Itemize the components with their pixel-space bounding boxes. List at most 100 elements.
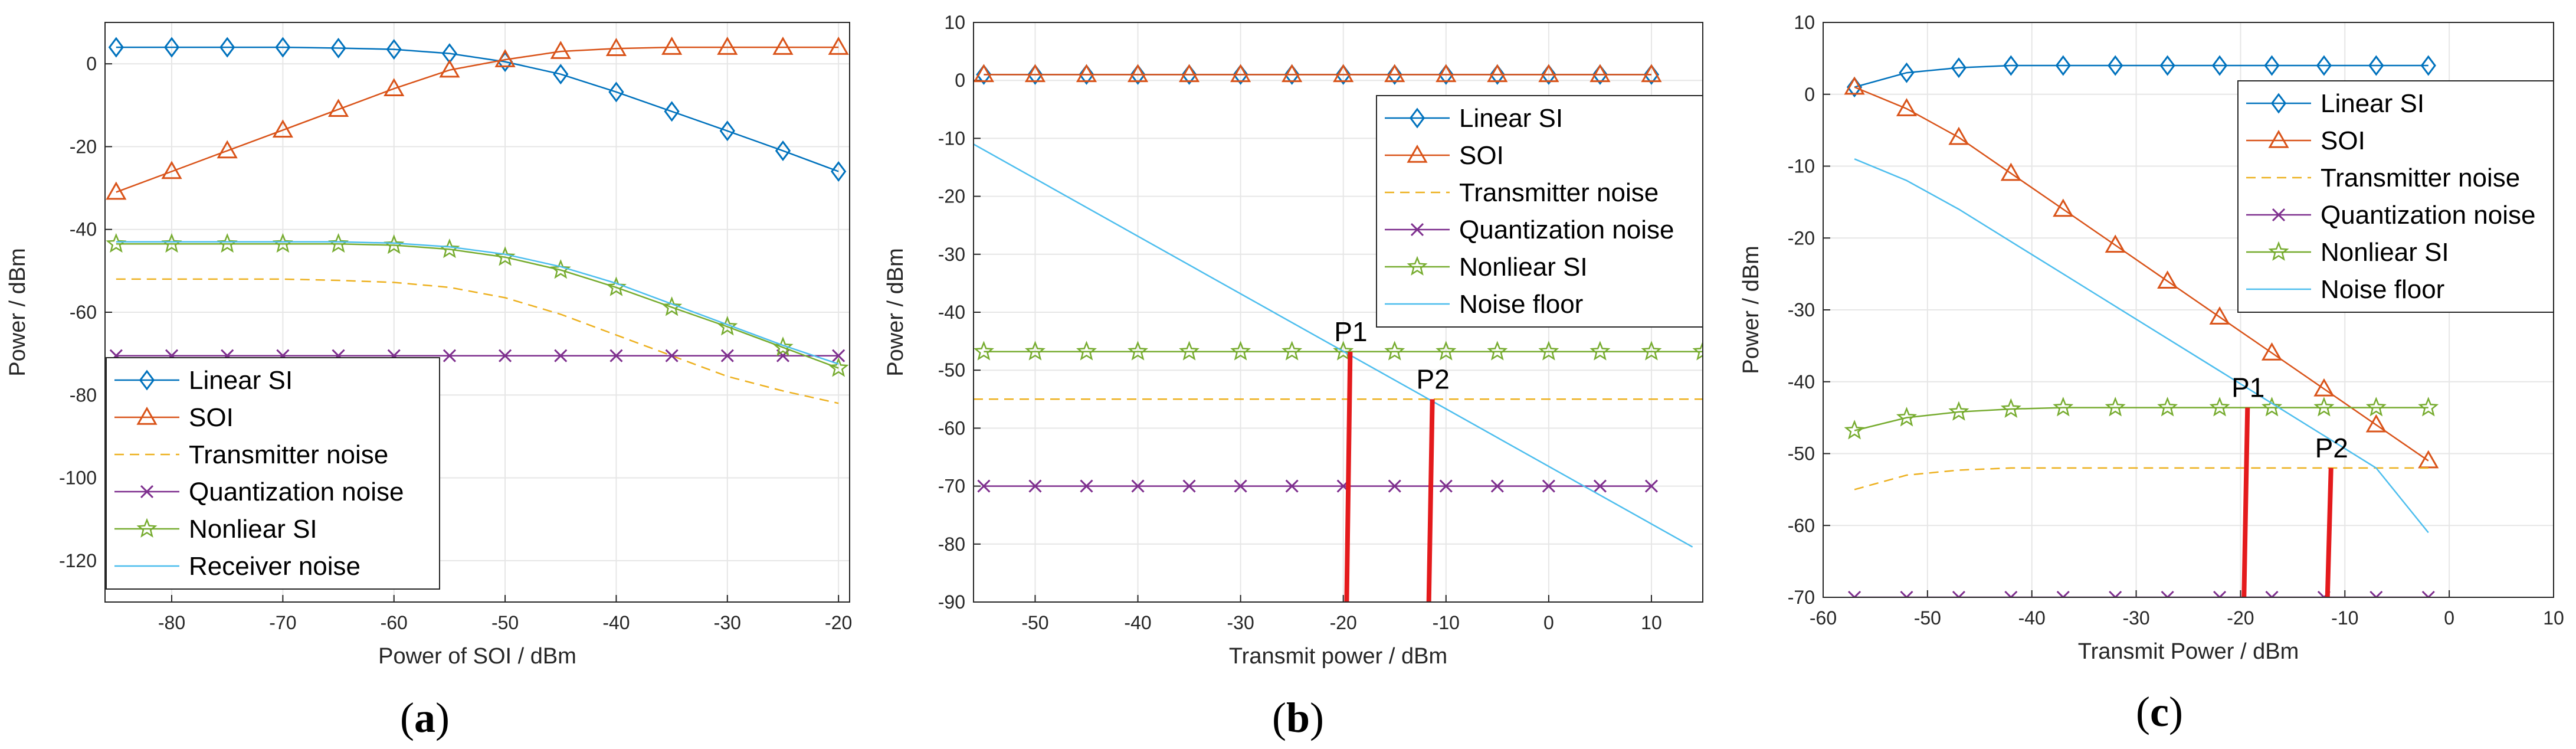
legend-marker-nonlinear [1407, 256, 1428, 276]
data-point-linear_si [2003, 55, 2019, 76]
y-tick-label: -20 [1788, 227, 1815, 248]
data-point-linear_si [664, 101, 680, 122]
data-point-nonlinear [2209, 397, 2230, 417]
data-point-quant [2421, 590, 2435, 597]
data-point-linear_si [2055, 55, 2071, 76]
data-point-soi [974, 64, 994, 83]
y-axis-label: Power / dBm [1739, 246, 1764, 374]
panel-caption: (a) [400, 694, 450, 741]
data-point-soi [1333, 64, 1354, 83]
annotation-marker-p2 [1426, 399, 1435, 603]
x-tick-label: 0 [1543, 612, 1554, 633]
data-point-nonlinear [605, 276, 627, 296]
legend-marker-linear_si [1409, 107, 1425, 129]
series-group [974, 64, 1703, 548]
legend-label-nonlinear: Nonliear SI [1459, 253, 1588, 282]
y-axis-label: Power / dBm [883, 248, 908, 377]
data-point-linear_si [2316, 55, 2332, 76]
data-point-quant [720, 349, 734, 362]
data-point-nonlinear [661, 296, 683, 316]
series-line-noise [974, 143, 1693, 548]
data-point-linear_si [108, 37, 124, 58]
data-point-soi [2053, 198, 2074, 217]
data-point-nonlinear [974, 341, 994, 361]
x-tick-label: -60 [381, 612, 408, 633]
legend-box [1376, 95, 1703, 328]
y-tick-label: -80 [70, 384, 97, 405]
chart-panel-c: -60 -50 -40 -30 -20 -10 0 10 10 0 -10 -20 -30 -40 -50 -… [1739, 12, 2564, 735]
data-point-quant [832, 349, 845, 362]
caption-letter: b [1286, 694, 1310, 741]
caption-open-paren: ( [400, 694, 414, 741]
legend-marker-quant [140, 485, 154, 499]
axes-frame [104, 22, 850, 603]
data-point-soi [1487, 64, 1508, 83]
y-tick-label: -10 [1788, 156, 1815, 177]
data-point-nonlinear [1128, 341, 1149, 361]
caption-letter: a [414, 694, 435, 741]
y-tick-label: -100 [59, 467, 97, 489]
y-tick-label: 0 [86, 53, 97, 74]
annotation-label-p1: P1 [2231, 372, 2264, 403]
y-tick-label: 10 [944, 12, 965, 33]
data-point-nonlinear [2365, 397, 2387, 417]
data-point-soi [1178, 64, 1200, 83]
data-point-linear_si [1899, 62, 1915, 83]
legend-label-noise: Receiver noise [189, 552, 360, 581]
caption-open-paren: ( [1272, 694, 1286, 741]
data-point-soi [1024, 64, 1046, 83]
series-line-soi [116, 46, 839, 193]
annotation-label-p2: P2 [2315, 433, 2348, 463]
data-point-quant [1182, 479, 1196, 493]
x-tick-label: -50 [491, 612, 519, 633]
data-point-soi [439, 59, 460, 78]
caption-letter: c [2150, 688, 2169, 735]
data-point-nonlinear [2053, 397, 2074, 417]
legend-marker-nonlinear [2268, 241, 2289, 261]
x-tick-label: -20 [1330, 612, 1357, 633]
data-point-linear_si [1438, 64, 1454, 85]
data-point-nonlinear [328, 233, 349, 253]
data-point-nonlinear [2313, 397, 2335, 417]
x-tick-label: 10 [2543, 607, 2564, 629]
y-tick-label: -20 [70, 136, 97, 157]
y-tick-label: -70 [1788, 587, 1815, 608]
data-point-soi [1844, 76, 1865, 95]
data-point-linear_si [608, 81, 624, 103]
data-point-soi [1076, 64, 1097, 83]
data-point-quant [1490, 479, 1504, 493]
data-point-soi [2313, 378, 2335, 397]
data-point-soi [717, 37, 738, 55]
data-point-linear_si [1489, 64, 1505, 85]
data-point-quant [609, 349, 623, 362]
data-point-nonlinear [1948, 401, 1969, 421]
data-point-quant [1644, 479, 1659, 493]
legend-box [106, 357, 440, 590]
data-point-soi [2365, 414, 2387, 433]
y-tick-label: -20 [938, 186, 965, 207]
legend-label-soi: SOI [189, 403, 234, 432]
data-point-soi [1436, 64, 1457, 83]
data-point-quant [1285, 479, 1299, 493]
data-point-linear_si [1284, 64, 1300, 85]
caption-close-paren: ) [435, 694, 450, 741]
legend-label-tx_noise: Transmitter noise [2321, 163, 2520, 192]
data-point-soi [1589, 64, 1611, 83]
data-point-linear_si [163, 37, 180, 58]
x-tick-label: -30 [2122, 607, 2149, 629]
data-point-soi [2157, 270, 2178, 289]
data-point-soi [550, 41, 571, 59]
series-line-noise [1854, 158, 2429, 534]
series-line-tx_noise [116, 278, 839, 404]
data-point-linear_si [386, 39, 402, 60]
data-point-nonlinear [1641, 341, 1662, 361]
data-point-quant [665, 349, 679, 362]
legend-label-nonlinear: Nonliear SI [189, 515, 317, 544]
data-point-soi [1282, 64, 1303, 83]
data-point-linear_si [775, 140, 791, 161]
data-point-nonlinear [1024, 341, 1046, 361]
data-point-quant [2213, 590, 2227, 597]
data-point-linear_si [719, 120, 735, 142]
data-point-soi [605, 38, 627, 56]
data-point-linear_si [1541, 64, 1556, 85]
